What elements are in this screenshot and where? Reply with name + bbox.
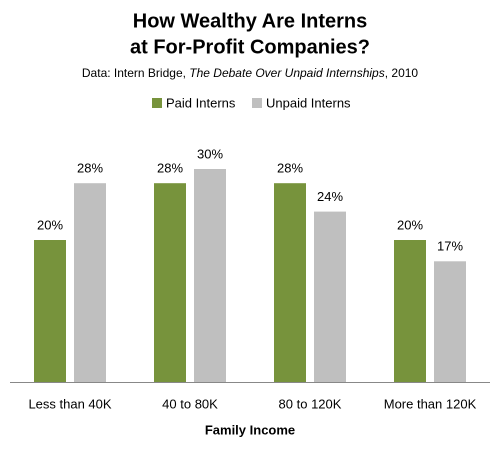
value-label: 17% xyxy=(437,239,463,254)
bar xyxy=(194,169,226,382)
x-tick-label: Less than 40K xyxy=(28,396,111,411)
value-label: 28% xyxy=(277,161,303,176)
bar xyxy=(154,183,186,382)
value-label: 20% xyxy=(37,217,63,232)
chart-title: at For-Profit Companies? xyxy=(130,36,370,58)
value-label: 30% xyxy=(197,146,223,161)
x-tick-label: 80 to 120K xyxy=(279,396,342,411)
legend-label: Unpaid Interns xyxy=(266,95,351,110)
bar xyxy=(314,211,346,382)
value-label: 20% xyxy=(397,217,423,232)
subtitle-text: Data: Intern Bridge, xyxy=(82,66,189,80)
value-label: 28% xyxy=(157,161,183,176)
legend-swatch xyxy=(252,98,262,108)
subtitle-text: The Debate Over Unpaid Internships xyxy=(189,66,384,80)
value-label: 28% xyxy=(77,161,103,176)
value-label: 24% xyxy=(317,189,343,204)
chart-subtitle: Data: Intern Bridge, The Debate Over Unp… xyxy=(82,66,419,80)
x-axis-title: Family Income xyxy=(205,422,295,437)
x-tick-label: 40 to 80K xyxy=(162,396,218,411)
legend-label: Paid Interns xyxy=(166,95,236,110)
x-tick-label: More than 120K xyxy=(384,396,477,411)
legend-swatch xyxy=(152,98,162,108)
subtitle-text: , 2010 xyxy=(385,66,419,80)
bar xyxy=(74,183,106,382)
bar xyxy=(274,183,306,382)
bar xyxy=(434,261,466,382)
bar xyxy=(34,240,66,382)
bar xyxy=(394,240,426,382)
chart-title: How Wealthy Are Interns xyxy=(133,10,368,32)
